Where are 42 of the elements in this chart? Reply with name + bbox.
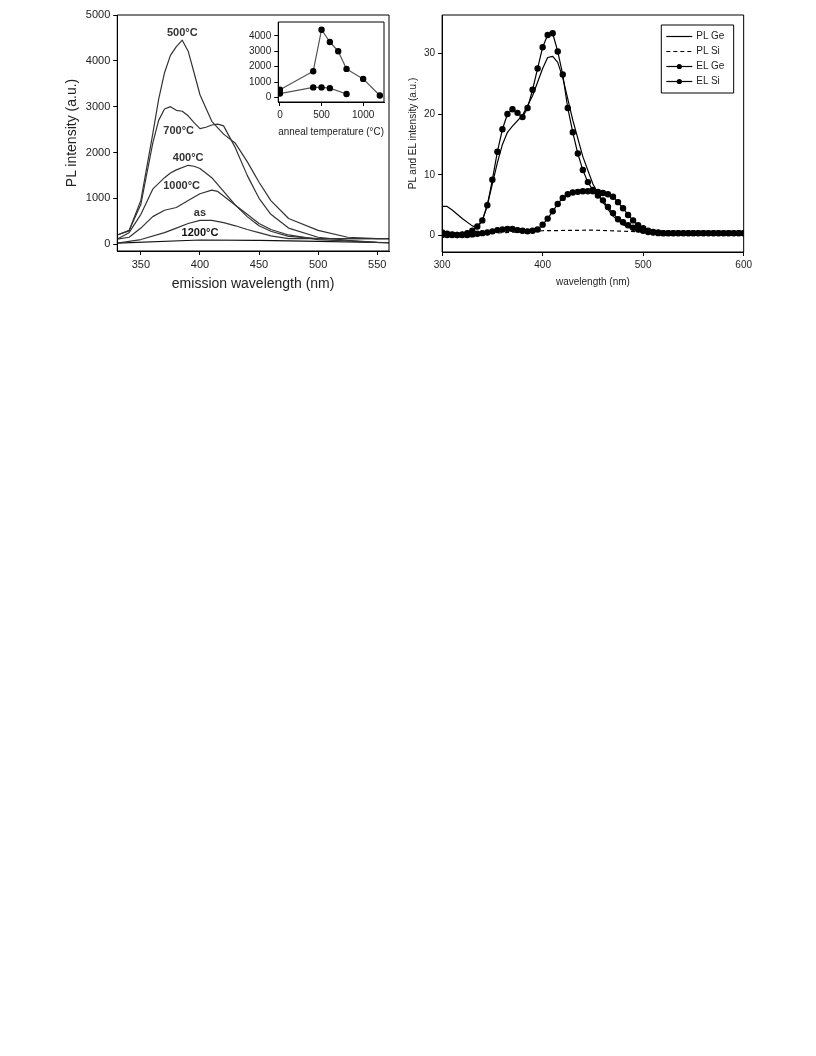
series-label: 500°C bbox=[166, 25, 198, 38]
y-tick-label: 5000 bbox=[85, 8, 111, 21]
y-tick-label: 20 bbox=[424, 107, 436, 119]
y-tick-label: 3000 bbox=[85, 99, 111, 112]
x-axis-title: emission wavelength (nm) bbox=[171, 275, 335, 292]
x-tick-label: 500 bbox=[634, 258, 652, 270]
series-label: 700°C bbox=[163, 124, 195, 137]
x-tick-label: 500 bbox=[313, 108, 331, 120]
legend-label: EL Ge bbox=[696, 60, 725, 72]
series-label: 1000°C bbox=[163, 179, 201, 192]
x-axis-title: anneal temperature (°C) bbox=[278, 125, 384, 137]
legend-label: PL Si bbox=[696, 45, 720, 57]
x-axis-title: wavelength (nm) bbox=[554, 275, 630, 287]
y-tick-label: 0 bbox=[429, 229, 436, 241]
series-label: 1200°C bbox=[181, 225, 219, 238]
y-tick-label: 2000 bbox=[85, 145, 111, 158]
x-tick-label: 1000 bbox=[352, 108, 375, 120]
y-tick-label: 3000 bbox=[249, 44, 272, 56]
x-tick-label: 600 bbox=[735, 258, 753, 270]
series-label: as bbox=[193, 205, 207, 218]
x-tick-label: 550 bbox=[368, 257, 387, 270]
x-tick-label: 350 bbox=[131, 257, 151, 270]
legend-label: PL Ge bbox=[696, 30, 725, 42]
y-tick-label: 2000 bbox=[249, 60, 272, 72]
x-tick-label: 300 bbox=[433, 258, 451, 270]
y-axis-title: PL intensity (a.u.) bbox=[63, 78, 80, 188]
x-tick-label: 0 bbox=[277, 108, 284, 120]
y-tick-label: 10 bbox=[424, 168, 436, 180]
x-tick-label: 500 bbox=[308, 257, 328, 270]
y-tick-label: 1000 bbox=[249, 75, 272, 87]
x-tick-label: 400 bbox=[190, 257, 210, 270]
y-axis-title: PL and EL intensity (a.u.) bbox=[406, 77, 418, 190]
series-label: 400°C bbox=[172, 150, 204, 163]
y-tick-label: 4000 bbox=[249, 29, 272, 41]
y-tick-label: 30 bbox=[424, 47, 436, 59]
x-tick-label: 450 bbox=[249, 257, 269, 270]
y-tick-label: 0 bbox=[265, 91, 272, 103]
y-tick-label: 4000 bbox=[85, 53, 111, 66]
y-tick-label: 0 bbox=[104, 237, 111, 250]
y-tick-label: 1000 bbox=[85, 191, 111, 204]
legend-label: EL Si bbox=[696, 75, 720, 87]
x-tick-label: 400 bbox=[534, 258, 552, 270]
